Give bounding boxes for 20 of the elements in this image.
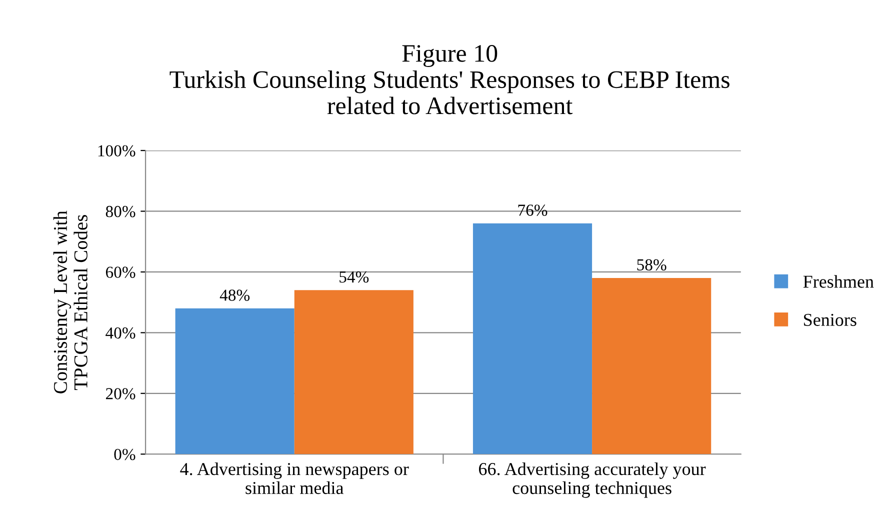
bar	[472, 223, 592, 454]
y-tick-label: 40%	[106, 327, 136, 339]
legend-label: Seniors	[804, 314, 856, 326]
y-axis-title: Consistency Level with TPCGA Ethical Codes	[53, 210, 88, 394]
data-label: 58%	[637, 259, 666, 271]
data-label: 48%	[220, 290, 250, 301]
y-tick-label: 80%	[106, 206, 136, 218]
legend-label: Freshmen	[803, 275, 874, 288]
data-label: 54%	[340, 271, 369, 283]
y-tick-label: 20%	[106, 388, 136, 400]
chart-title: Figure 10 Turkish Counseling Students' Responses to CEBP Items related to Advertisement	[170, 44, 730, 114]
x-tick-label: 66. Advertising accurately your counseling techniques	[479, 462, 706, 498]
bar	[294, 290, 414, 454]
y-tick-label: 100%	[98, 145, 136, 157]
y-tick-label: 60%	[106, 266, 136, 278]
y-tick-label: 0%	[114, 448, 136, 460]
x-tick-label: 4. Advertising in newspapers or similar media	[180, 462, 409, 494]
data-label: 76%	[518, 204, 548, 216]
bar	[175, 308, 294, 454]
bar	[592, 278, 712, 454]
